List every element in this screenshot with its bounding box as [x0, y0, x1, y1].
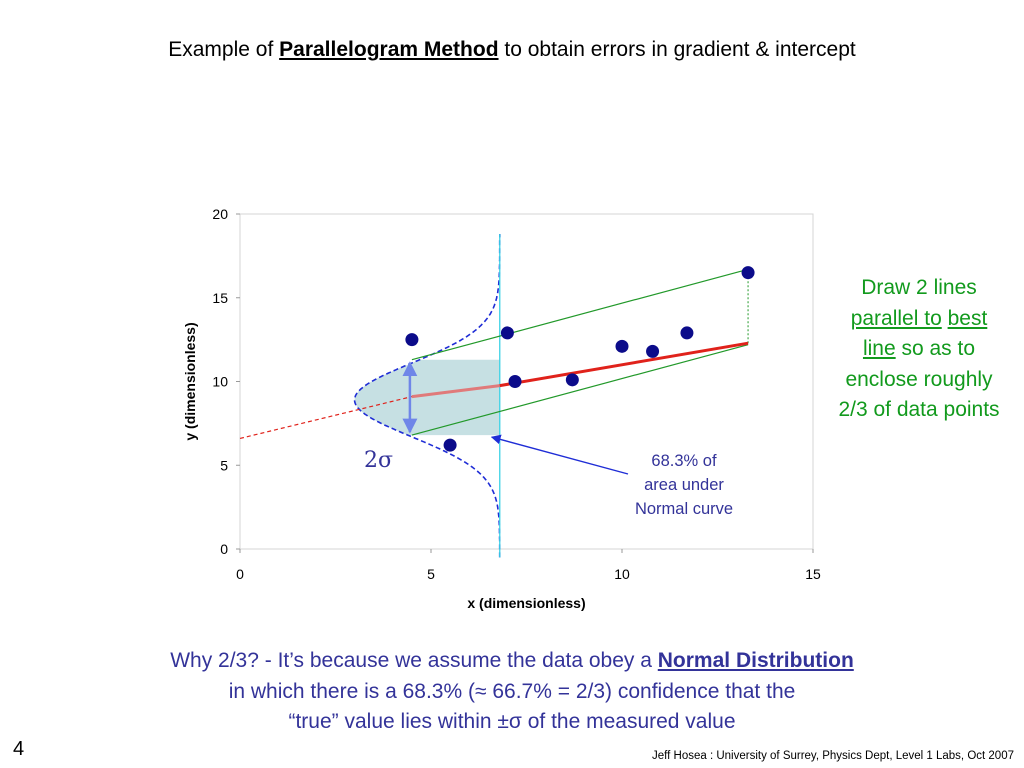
y-tick-label-10: 10 [212, 374, 228, 390]
data-point-8 [680, 326, 694, 340]
data-point-6 [615, 339, 629, 353]
side-note-parallel: parallel to [850, 306, 942, 330]
x-axis-label: x (dimensionless) [467, 595, 585, 611]
x-tick-label-15: 15 [805, 566, 821, 582]
title-emphasis: Parallelogram Method [279, 38, 499, 61]
x-tick-label-0: 0 [236, 566, 244, 582]
best-fit-extrapolation [239, 395, 413, 440]
two-sigma-label: 2σ [364, 448, 394, 473]
y-tick-label-15: 15 [212, 290, 228, 306]
best-fit-line [499, 341, 749, 388]
data-point-1 [405, 333, 419, 347]
data-point-7 [646, 344, 660, 358]
side-instruction: Draw 2 lines parallel to best line so as… [838, 273, 1000, 426]
data-point-5 [565, 373, 579, 387]
x-tick-label-10: 10 [614, 566, 630, 582]
explanation-line-1: Why 2/3? - It’s because we assume the da… [0, 646, 1024, 677]
data-point-3 [500, 326, 514, 340]
page-title: Example of Parallelogram Method to obtai… [0, 38, 1024, 62]
annotation-line-3: Normal curve [634, 500, 734, 518]
shaded-band [354, 359, 500, 436]
explanation-line-2: in which there is a 68.3% (≈ 66.7% = 2/3… [228, 679, 796, 703]
side-note-best-line: best line [862, 306, 988, 361]
normal-distribution-emphasis: Normal Distribution [657, 649, 854, 672]
title-suffix: to obtain errors in gradient & intercept [498, 38, 856, 61]
x-tick-label-5: 5 [427, 566, 435, 582]
normal-curve [353, 234, 501, 558]
footer-credit: Jeff Hosea : University of Surrey, Physi… [652, 750, 1014, 762]
lower-parallel-line [411, 344, 749, 436]
data-point-2 [443, 438, 457, 452]
y-axis-label: y (dimensionless) [182, 322, 198, 440]
upper-parallel-line [411, 268, 749, 361]
data-point-9 [741, 266, 755, 280]
explanation-text: Why 2/3? - It’s because we assume the da… [0, 646, 1024, 738]
title-prefix: Example of [168, 38, 280, 61]
data-point-4 [508, 375, 522, 388]
annotation-arrow [490, 434, 629, 475]
explanation-line-1-prefix: Why 2/3? - It’s because we assume the da… [170, 649, 658, 672]
annotation-line-2: area under [644, 476, 724, 494]
y-tick-label-20: 20 [212, 206, 228, 222]
annotation-line-1: 68.3% of [651, 452, 717, 470]
y-tick-label-0: 0 [220, 541, 228, 557]
normal-area-annotation: 68.3% of area under Normal curve [610, 449, 758, 521]
slide-number: 4 [13, 738, 25, 760]
best-fit-faded-segment [411, 384, 500, 399]
side-note-part-1: Draw 2 lines [861, 276, 977, 299]
explanation-line-3: “true” value lies within ±σ of the measu… [288, 710, 736, 733]
side-note-part-5: so as to enclose roughly 2/3 of data poi… [838, 337, 1000, 421]
y-tick-label-5: 5 [220, 457, 228, 473]
